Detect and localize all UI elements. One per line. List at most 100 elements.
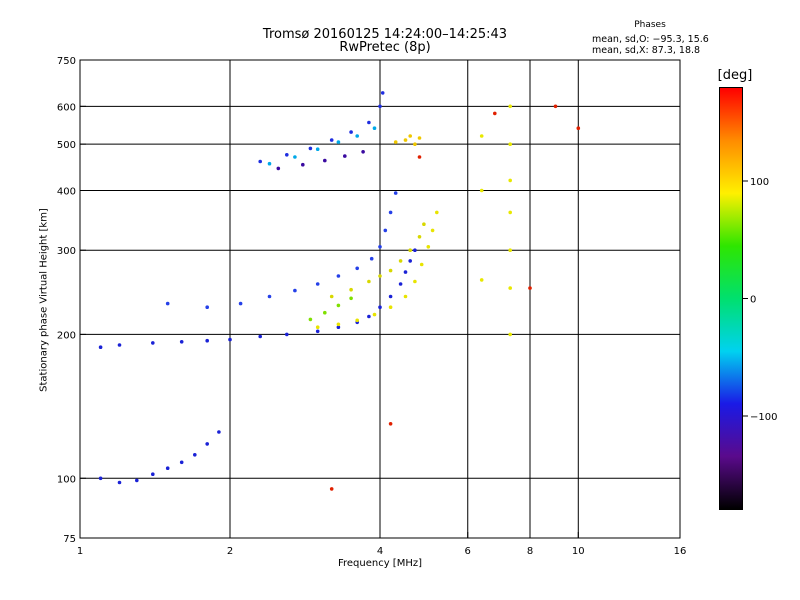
x-tick-label: 1 bbox=[77, 546, 83, 557]
data-point-o-mode-second-trace bbox=[165, 301, 170, 306]
data-point-green-mixed bbox=[336, 303, 341, 308]
data-point-sporadic-E bbox=[165, 466, 170, 471]
x-tick-label: 6 bbox=[465, 546, 471, 557]
data-point-x-mode-low-F bbox=[435, 210, 439, 215]
data-point-upper-blue bbox=[308, 146, 313, 151]
data-point-upper-cyan bbox=[336, 140, 341, 144]
colorbar-unit-label: [deg] bbox=[717, 68, 753, 83]
y-axis-label: Stationary phase Virtual Height [km] bbox=[38, 208, 50, 392]
data-point-upper-blue bbox=[378, 104, 382, 109]
data-point-upper-purple bbox=[301, 162, 305, 167]
data-point-upper-blue bbox=[258, 159, 263, 164]
data-point-o-mode-low-F bbox=[98, 345, 103, 350]
data-point-upper-purple bbox=[361, 150, 365, 154]
data-point-o-mode-low-F bbox=[367, 314, 371, 319]
data-point-o-mode-low-F bbox=[336, 325, 341, 330]
data-point-upper-cyan bbox=[267, 161, 272, 166]
data-point-upper-cyan bbox=[372, 126, 377, 130]
data-point-upper-purple bbox=[343, 154, 347, 158]
data-point-x-mode-second-trace bbox=[398, 259, 403, 263]
data-point-upper-blue bbox=[329, 138, 334, 142]
chart-subtitle: RwPretec (8p) bbox=[339, 40, 431, 55]
y-tick-label: 600 bbox=[57, 102, 76, 113]
data-point-o-mode-second-trace bbox=[369, 256, 374, 261]
data-point-o-mode-low-F bbox=[151, 341, 155, 345]
data-point-upper-blue bbox=[380, 91, 385, 95]
data-point-upper-purple bbox=[323, 158, 327, 163]
data-point-scattered-red bbox=[417, 155, 422, 159]
data-point-upper-cyan bbox=[355, 134, 360, 138]
data-point-high-frequency-column bbox=[508, 248, 512, 252]
data-point-upper-x-mode bbox=[393, 140, 398, 144]
data-point-high-frequency-column bbox=[508, 104, 512, 109]
data-point-sporadic-E bbox=[179, 460, 184, 465]
data-point-o-mode-low-F bbox=[258, 334, 263, 339]
data-point-high-frequency-column bbox=[508, 142, 512, 146]
data-point-o-mode-low-F bbox=[285, 332, 289, 337]
data-point-o-mode-low-F bbox=[398, 282, 403, 286]
y-tick-label: 100 bbox=[57, 474, 76, 485]
data-point-x-mode-second-trace bbox=[422, 222, 426, 226]
data-point-o-mode-second-trace bbox=[388, 210, 393, 215]
data-point-x-mode-low-F bbox=[419, 262, 424, 267]
data-point-o-mode-second-trace bbox=[383, 228, 388, 233]
y-tick-label: 200 bbox=[57, 330, 76, 341]
data-point-o-mode-low-F bbox=[403, 270, 408, 274]
data-point-x-mode-low-F bbox=[336, 322, 341, 327]
data-point-o-mode-low-F bbox=[315, 329, 320, 334]
data-point-upper-x-mode bbox=[417, 136, 422, 140]
data-point-x-mode-second-trace bbox=[367, 279, 371, 284]
data-point-o-mode-second-trace bbox=[315, 282, 320, 286]
data-point-o-mode-second-trace bbox=[378, 245, 382, 249]
data-point-high-frequency-column bbox=[508, 286, 512, 290]
data-point-x-mode-low-F bbox=[355, 318, 360, 323]
data-point-x-mode-low-F bbox=[430, 228, 435, 233]
y-tick-label: 750 bbox=[57, 56, 76, 67]
data-point-scattered-red bbox=[388, 422, 393, 426]
chart-title: Tromsø 20160125 14:24:00–14:25:43 bbox=[262, 27, 508, 42]
data-point-o-mode-low-F bbox=[205, 338, 209, 343]
data-point-sporadic-E bbox=[217, 430, 221, 434]
axis-ticks: 1 2 4 6 8 10 16 75 100 200 300 400 500 600 750 bbox=[57, 56, 686, 557]
data-point-o-mode-low-F bbox=[228, 337, 232, 342]
phase-stats-x-mode: mean, sd,X: 87.3, 18.8 bbox=[592, 45, 701, 56]
data-point-o-mode-second-trace bbox=[393, 191, 398, 195]
data-point-o-mode-second-trace bbox=[205, 305, 209, 310]
data-point-upper-cyan bbox=[315, 147, 320, 151]
data-point-o-mode-second-trace bbox=[355, 266, 360, 271]
x-tick-label: 10 bbox=[572, 546, 585, 557]
data-point-upper-x-mode bbox=[403, 138, 408, 142]
data-point-scattered-red bbox=[576, 126, 581, 130]
data-point-upper-x-mode bbox=[408, 134, 413, 138]
data-point-x-mode-second-trace bbox=[417, 235, 422, 239]
phase-stats-title: Phases bbox=[634, 20, 666, 30]
data-point-o-mode-low-F bbox=[179, 340, 184, 344]
data-point-sporadic-E bbox=[135, 478, 139, 483]
data-point-o-mode-second-trace bbox=[267, 294, 272, 299]
data-point-x-mode-low-F bbox=[413, 279, 417, 284]
data-point-x-mode-second-trace bbox=[349, 287, 353, 292]
data-point-sporadic-E bbox=[205, 442, 209, 446]
x-tick-label: 2 bbox=[227, 546, 233, 557]
data-point-scattered-red bbox=[493, 111, 497, 116]
data-point-o-mode-low-F bbox=[117, 343, 122, 347]
data-point-sporadic-E bbox=[151, 472, 155, 477]
data-point-o-mode-low-F bbox=[408, 259, 413, 263]
data-point-green-mixed bbox=[308, 317, 313, 322]
x-axis-label: Frequency [MHz] bbox=[337, 558, 423, 569]
data-point-upper-cyan bbox=[293, 155, 297, 159]
data-point-sporadic-E bbox=[98, 476, 103, 481]
colorbar-tick-label: 100 bbox=[750, 177, 769, 188]
phase-stats-o-mode: mean, sd,O: −95.3, 15.6 bbox=[592, 34, 709, 45]
data-point-high-frequency-column bbox=[508, 210, 512, 215]
data-point-upper-blue bbox=[285, 153, 289, 157]
data-point-upper-x-mode bbox=[413, 142, 417, 146]
data-point-o-mode-low-F bbox=[388, 294, 393, 299]
data-point-high-frequency-column bbox=[508, 178, 512, 183]
colorbar-tick-label: 0 bbox=[750, 295, 756, 306]
data-point-scattered-red bbox=[329, 487, 334, 491]
data-point-o-mode-second-trace bbox=[293, 288, 297, 293]
colorbar-ticks: 100 0 −100 bbox=[743, 177, 777, 423]
y-tick-label: 500 bbox=[57, 140, 76, 151]
